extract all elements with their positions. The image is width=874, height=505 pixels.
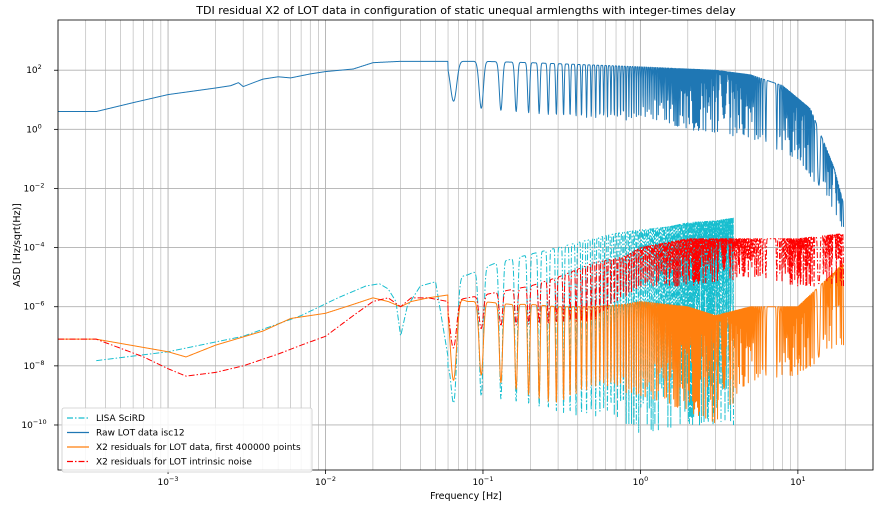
y-axis-label: ASD [Hz/sqrt(Hz)] xyxy=(12,203,23,287)
legend-label: Raw LOT data isc12 xyxy=(96,429,185,439)
plot-frame xyxy=(57,19,874,471)
legend-label: X2 residuals for LOT data, first 400000 … xyxy=(96,443,301,453)
plot-area xyxy=(57,60,845,433)
legend-box xyxy=(61,407,313,473)
legend-label: LISA SciRD xyxy=(96,414,145,424)
x-axis-label: Frequency [Hz] xyxy=(430,491,502,502)
legend: LISA SciRD Raw LOT data isc12 X2 residuals… xyxy=(61,407,313,473)
legend-label: X2 residuals for LOT intrinsic noise xyxy=(96,458,252,468)
series-line xyxy=(57,263,845,424)
series-line xyxy=(57,60,845,227)
series-line xyxy=(96,217,734,433)
chart-title: TDI residual X2 of LOT data in configura… xyxy=(195,4,736,17)
series-line xyxy=(57,233,845,377)
